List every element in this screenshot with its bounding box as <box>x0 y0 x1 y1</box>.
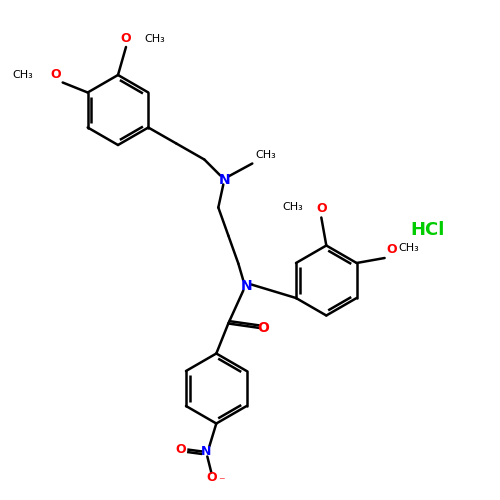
Text: O: O <box>316 202 326 215</box>
Text: CH₃: CH₃ <box>144 34 165 44</box>
Text: N: N <box>218 172 230 186</box>
Text: O: O <box>386 243 397 256</box>
Text: CH₃: CH₃ <box>12 70 32 80</box>
Text: ⁻: ⁻ <box>218 475 225 488</box>
Text: O: O <box>120 32 132 45</box>
Text: CH₃: CH₃ <box>398 243 419 253</box>
Text: O: O <box>175 443 186 456</box>
Text: O: O <box>50 68 60 80</box>
Text: O: O <box>206 471 216 484</box>
Text: CH₃: CH₃ <box>256 150 276 160</box>
Text: N: N <box>201 445 211 458</box>
Text: O: O <box>258 322 269 336</box>
Text: N: N <box>240 278 252 292</box>
Text: HCl: HCl <box>410 221 444 239</box>
Text: CH₃: CH₃ <box>282 202 304 212</box>
